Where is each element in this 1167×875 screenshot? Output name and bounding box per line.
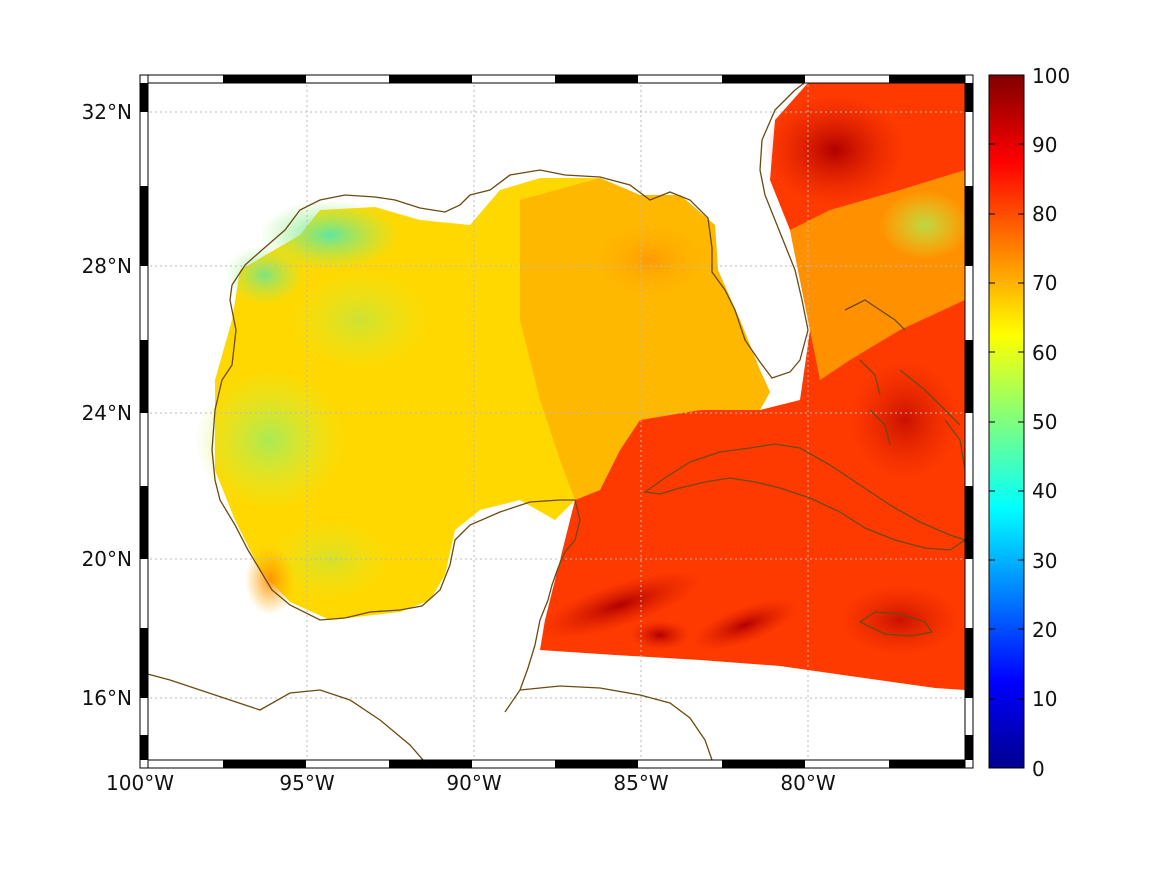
hispaniola-coast [944, 419, 966, 471]
caribbean-streak-4 [840, 585, 960, 655]
colorbar-label-40: 40 [1032, 479, 1057, 503]
atlantic-green-spot [880, 190, 970, 260]
colorbar-label-0: 0 [1032, 757, 1045, 781]
lon-labels: 100°W 95°W 90°W 85°W 80°W [106, 771, 836, 795]
lat-label-16n: 16°N [82, 686, 132, 710]
colorbar-label-80: 80 [1032, 202, 1057, 226]
lon-label-90w: 90°W [446, 771, 501, 795]
cool-patch-center [290, 270, 430, 370]
lon-label-100w: 100°W [106, 771, 174, 795]
lon-label-85w: 85°W [613, 771, 668, 795]
lat-labels: 32°N 28°N 24°N 20°N 16°N [82, 100, 132, 710]
colorbar-label-70: 70 [1032, 271, 1057, 295]
lat-label-28n: 28°N [82, 254, 132, 278]
lat-label-20n: 20°N [82, 547, 132, 571]
mexico-gulf-coast [211, 284, 581, 713]
colorbar-label-20: 20 [1032, 618, 1057, 642]
colorbar-label-60: 60 [1032, 341, 1057, 365]
central-america-coast [139, 671, 431, 769]
bahamas-coast [844, 299, 961, 446]
colorbar: 100 90 80 70 60 50 40 30 20 10 0 [988, 64, 1070, 781]
honduras-coast [519, 685, 713, 761]
cool-patch-south [270, 520, 390, 600]
lon-label-80w: 80°W [780, 771, 835, 795]
cool-patch-northwest [225, 245, 305, 305]
colorbar-label-90: 90 [1032, 133, 1057, 157]
data-field [195, 75, 970, 690]
lat-label-32n: 32°N [82, 100, 132, 124]
warm-patch-gulf [590, 220, 710, 300]
bahamas-dark [850, 360, 960, 480]
atlantic-dark-spot [765, 95, 905, 205]
colorbar-label-50: 50 [1032, 410, 1057, 434]
lat-label-24n: 24°N [82, 401, 132, 425]
colorbar-label-100: 100 [1032, 64, 1070, 88]
lon-label-95w: 95°W [279, 771, 334, 795]
colorbar-label-10: 10 [1032, 687, 1057, 711]
colorbar-ticks [989, 143, 1024, 700]
us-gulf-coast [231, 74, 816, 379]
jamaica-coast [858, 611, 934, 637]
coastlines [139, 74, 967, 769]
warm-patch-mexico [245, 545, 295, 615]
cuba-coast [643, 443, 967, 551]
caribbean-streak-2 [692, 599, 798, 651]
caribbean-streak-1 [538, 571, 702, 639]
map-frame [139, 74, 974, 769]
caribbean-streak-3 [630, 620, 690, 650]
colorbar-label-30: 30 [1032, 549, 1057, 573]
